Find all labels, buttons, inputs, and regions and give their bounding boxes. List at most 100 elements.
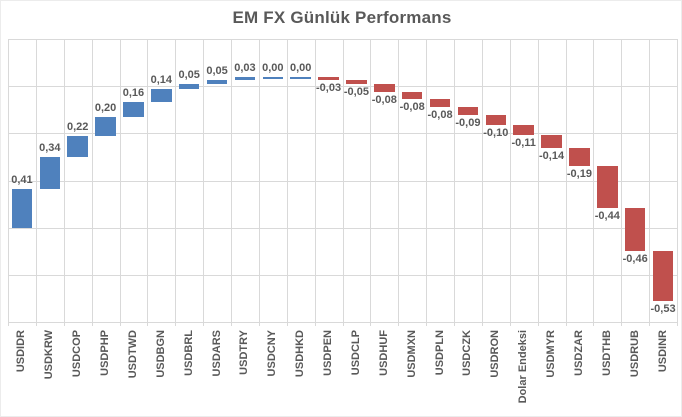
axis-tick [8,322,9,326]
vertical-gridline [63,39,65,322]
vertical-gridline [649,39,651,322]
vertical-gridline [175,39,177,322]
value-label: -0,08 [399,101,425,114]
value-label: 0,34 [39,141,61,154]
bar-usdrub [624,207,646,252]
value-label: -0,03 [316,81,342,94]
x-axis-label: USDBRL [182,330,195,376]
bar-usdars [206,79,228,85]
vertical-gridline [537,39,539,322]
value-label: 0,16 [122,87,145,100]
x-axis-label: USDTWD [126,330,139,379]
axis-tick [565,322,567,326]
value-label: -0,08 [371,93,397,106]
bar-usdbgn [151,88,172,103]
vertical-gridline [593,39,595,322]
axis-tick [454,322,455,326]
axis-tick [35,322,37,326]
vertical-gridline [509,39,511,322]
bar-dolar-endeksi [513,124,534,136]
x-axis-label: USDKRW [43,330,56,380]
vertical-gridline [258,39,260,322]
axis-tick [593,322,595,326]
axis-tick [119,322,121,326]
bar-usdmyr [541,135,562,149]
x-axis-label: USDHKD [294,330,307,378]
x-axis-label: USDMYR [545,330,558,378]
vertical-gridline [286,39,288,322]
axis-tick [342,322,344,326]
axis-tick [63,322,65,326]
value-label: -0,14 [539,150,565,163]
bar-usdmxn [401,91,423,100]
value-label: 0,14 [150,73,173,86]
x-axis-label: USDIDR [15,330,28,373]
axis-tick [258,322,260,326]
value-label: 0,22 [66,121,89,134]
axis-tick [91,322,93,326]
bar-usdzar [569,148,590,167]
bar-usdtry [234,76,256,80]
vertical-gridline [119,39,121,322]
chart-title: EM FX Günlük Performans [232,8,452,27]
value-label: -0,09 [455,117,481,130]
x-axis-label: USDPEN [322,330,335,376]
axis-tick [370,322,372,326]
bar-usdtwd [123,102,144,118]
value-label: 0,00 [262,61,284,74]
value-label: -0,10 [483,126,509,139]
value-label: -0,05 [343,86,369,99]
bar-usdclp [346,79,367,85]
x-axis-label: USDZAR [572,330,585,376]
bar-usdcny [262,76,284,79]
x-axis-label: Dolar Endeksi [517,330,530,404]
bar-usdidr [11,188,33,228]
value-label: 0,20 [94,102,117,115]
bar-usdkrw [39,156,61,189]
axis-tick [147,322,149,326]
value-label: -0,19 [566,168,592,181]
axis-tick [286,322,288,326]
axis-tick [314,322,316,326]
value-label: -0,53 [650,303,676,316]
x-axis-label: USDINR [656,330,669,373]
bar-usdinr [652,251,674,302]
vertical-gridline [677,39,678,322]
x-axis-label: USDRON [489,330,502,378]
axis-tick [649,322,651,326]
vertical-gridline [481,39,483,322]
bar-usdbrl [178,84,200,89]
vertical-gridline [231,39,232,322]
vertical-gridline [621,39,623,322]
vertical-gridline [565,39,567,322]
x-axis-label: USDTRY [238,330,251,375]
axis-tick [621,322,623,326]
value-label: -0,08 [427,108,453,121]
vertical-gridline [147,39,149,322]
vertical-gridline [35,39,37,322]
value-label: -0,11 [511,137,536,150]
bar-usdpln [429,99,451,107]
x-axis-label: USDPHP [99,330,112,376]
axis-tick [537,322,539,326]
axis-tick [231,322,232,326]
bar-usdthb [597,166,618,208]
value-label: 0,03 [234,61,256,74]
bar-usdhkd [290,76,311,79]
axis-tick [203,322,205,326]
x-axis-label: USDBGN [154,330,167,378]
vertical-gridline [370,39,372,322]
bar-usdron [485,115,507,125]
axis-tick [398,322,400,326]
bar-usdcop [67,136,88,157]
vertical-gridline [203,39,205,322]
vertical-gridline [342,39,344,322]
value-label: 0,00 [289,61,312,74]
x-axis-label: USDCZK [461,330,474,376]
x-axis-label: USDCLP [349,330,362,376]
vertical-gridline [314,39,316,322]
x-axis-label: USDRUB [628,330,641,378]
x-axis-label: USDTHB [600,330,613,376]
value-label: 0,05 [206,64,228,77]
